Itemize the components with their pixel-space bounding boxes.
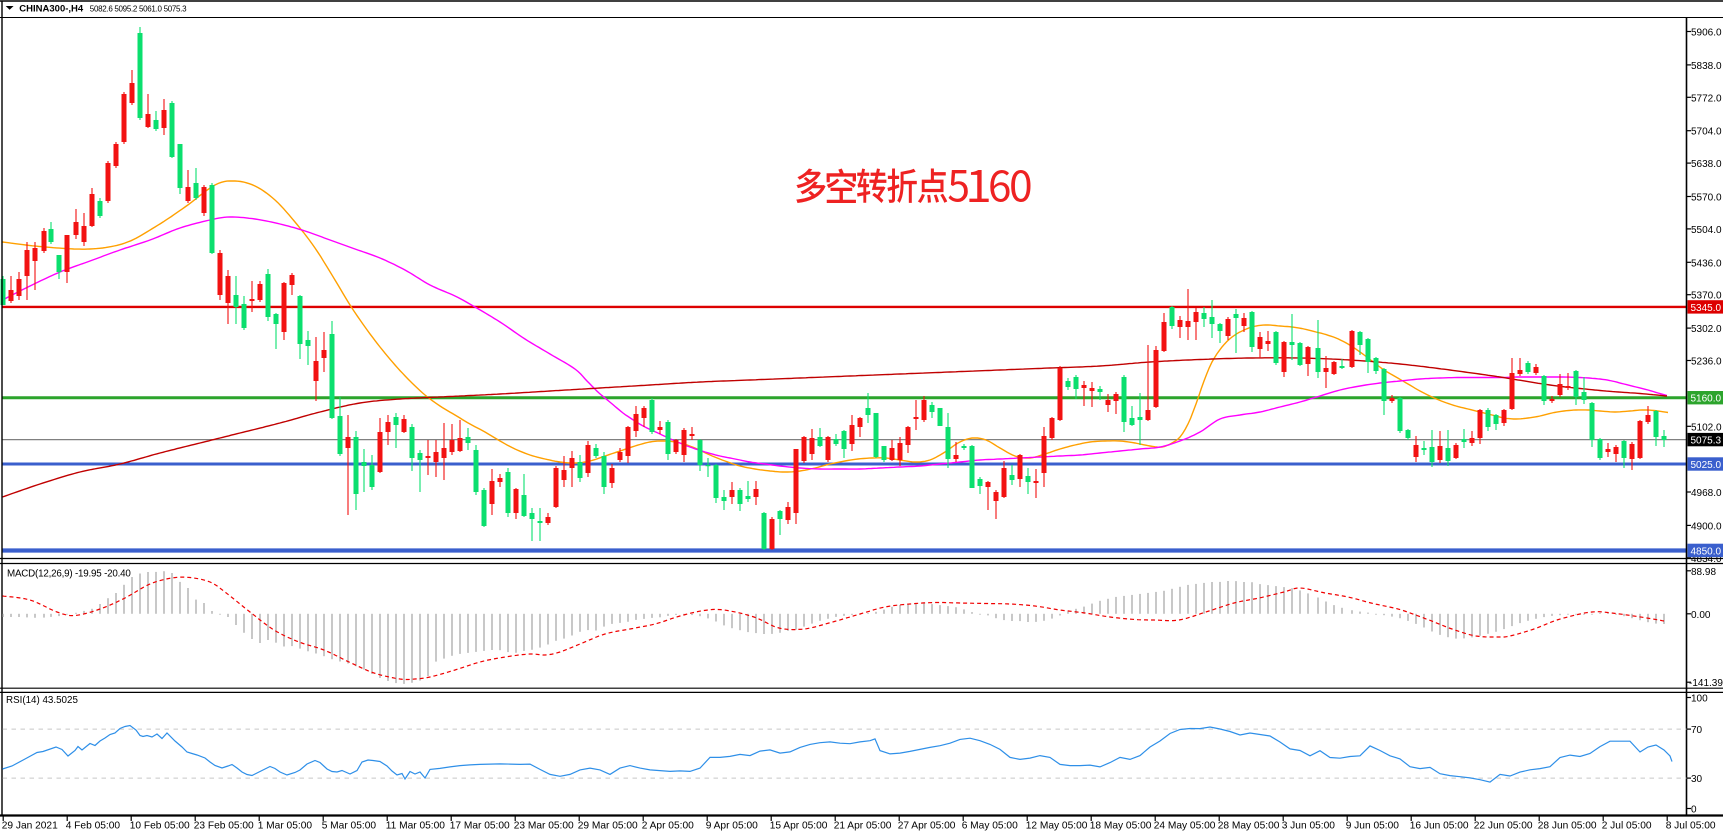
svg-text:29 Jan 2021: 29 Jan 2021: [2, 821, 58, 832]
svg-text:4850.0: 4850.0: [1691, 546, 1722, 557]
svg-text:4 Feb 05:00: 4 Feb 05:00: [66, 821, 121, 832]
svg-text:16 Jun 05:00: 16 Jun 05:00: [1410, 821, 1469, 832]
svg-text:30: 30: [1691, 774, 1703, 785]
svg-text:21 Apr 05:00: 21 Apr 05:00: [834, 821, 892, 832]
svg-text:28 May 05:00: 28 May 05:00: [1218, 821, 1280, 832]
svg-text:2 Apr 05:00: 2 Apr 05:00: [642, 821, 694, 832]
svg-text:8 Jul 05:00: 8 Jul 05:00: [1666, 821, 1716, 832]
svg-text:CHINA300-,H4: CHINA300-,H4: [19, 4, 84, 15]
svg-text:29 Mar 05:00: 29 Mar 05:00: [578, 821, 638, 832]
svg-text:11 Mar 05:00: 11 Mar 05:00: [386, 821, 446, 832]
svg-text:5704.0: 5704.0: [1691, 127, 1722, 138]
svg-text:27 Apr 05:00: 27 Apr 05:00: [898, 821, 956, 832]
svg-text:5638.0: 5638.0: [1691, 159, 1722, 170]
svg-text:17 Mar 05:00: 17 Mar 05:00: [450, 821, 510, 832]
svg-text:RSI(14) 43.5025: RSI(14) 43.5025: [6, 695, 78, 706]
svg-text:5436.0: 5436.0: [1691, 258, 1722, 269]
svg-text:70: 70: [1691, 725, 1703, 736]
svg-text:5838.0: 5838.0: [1691, 61, 1722, 72]
svg-text:5236.0: 5236.0: [1691, 357, 1722, 368]
svg-text:24 May 05:00: 24 May 05:00: [1154, 821, 1216, 832]
svg-text:0.00: 0.00: [1691, 610, 1711, 621]
svg-text:88.98: 88.98: [1691, 567, 1716, 578]
svg-text:15 Apr 05:00: 15 Apr 05:00: [770, 821, 828, 832]
svg-text:28 Jun 05:00: 28 Jun 05:00: [1538, 821, 1597, 832]
svg-text:5772.0: 5772.0: [1691, 93, 1722, 104]
svg-text:5570.0: 5570.0: [1691, 193, 1722, 204]
svg-text:1 Mar 05:00: 1 Mar 05:00: [258, 821, 313, 832]
svg-text:3 Jun 05:00: 3 Jun 05:00: [1282, 821, 1336, 832]
svg-text:18 May 05:00: 18 May 05:00: [1090, 821, 1152, 832]
svg-text:5504.0: 5504.0: [1691, 225, 1722, 236]
svg-text:5082.6 5095.2 5061.0 5075.3: 5082.6 5095.2 5061.0 5075.3: [90, 5, 187, 14]
svg-text:-141.39: -141.39: [1689, 678, 1723, 689]
svg-text:10 Feb 05:00: 10 Feb 05:00: [130, 821, 190, 832]
svg-text:12 May 05:00: 12 May 05:00: [1026, 821, 1088, 832]
svg-text:23 Mar 05:00: 23 Mar 05:00: [514, 821, 574, 832]
svg-text:4834.0: 4834.0: [1691, 554, 1722, 565]
svg-text:9 Jun 05:00: 9 Jun 05:00: [1346, 821, 1400, 832]
svg-text:5906.0: 5906.0: [1691, 28, 1722, 39]
svg-text:0: 0: [1691, 805, 1697, 816]
svg-text:5345.0: 5345.0: [1691, 303, 1722, 314]
svg-text:MACD(12,26,9) -19.95 -20.40: MACD(12,26,9) -19.95 -20.40: [7, 569, 131, 580]
svg-text:5160.0: 5160.0: [1691, 394, 1722, 405]
svg-text:4968.0: 4968.0: [1691, 488, 1722, 499]
svg-text:5025.0: 5025.0: [1691, 460, 1722, 471]
svg-text:5075.3: 5075.3: [1691, 436, 1722, 447]
svg-text:2 Jul 05:00: 2 Jul 05:00: [1602, 821, 1652, 832]
svg-text:6 May 05:00: 6 May 05:00: [962, 821, 1018, 832]
svg-text:9 Apr 05:00: 9 Apr 05:00: [706, 821, 758, 832]
svg-text:22 Jun 05:00: 22 Jun 05:00: [1474, 821, 1533, 832]
svg-text:5 Mar 05:00: 5 Mar 05:00: [322, 821, 377, 832]
svg-text:5370.0: 5370.0: [1691, 291, 1722, 302]
svg-text:4900.0: 4900.0: [1691, 521, 1722, 532]
svg-text:5302.0: 5302.0: [1691, 324, 1722, 335]
svg-text:23 Feb 05:00: 23 Feb 05:00: [194, 821, 254, 832]
svg-text:5102.0: 5102.0: [1691, 422, 1722, 433]
svg-text:100: 100: [1691, 694, 1708, 705]
